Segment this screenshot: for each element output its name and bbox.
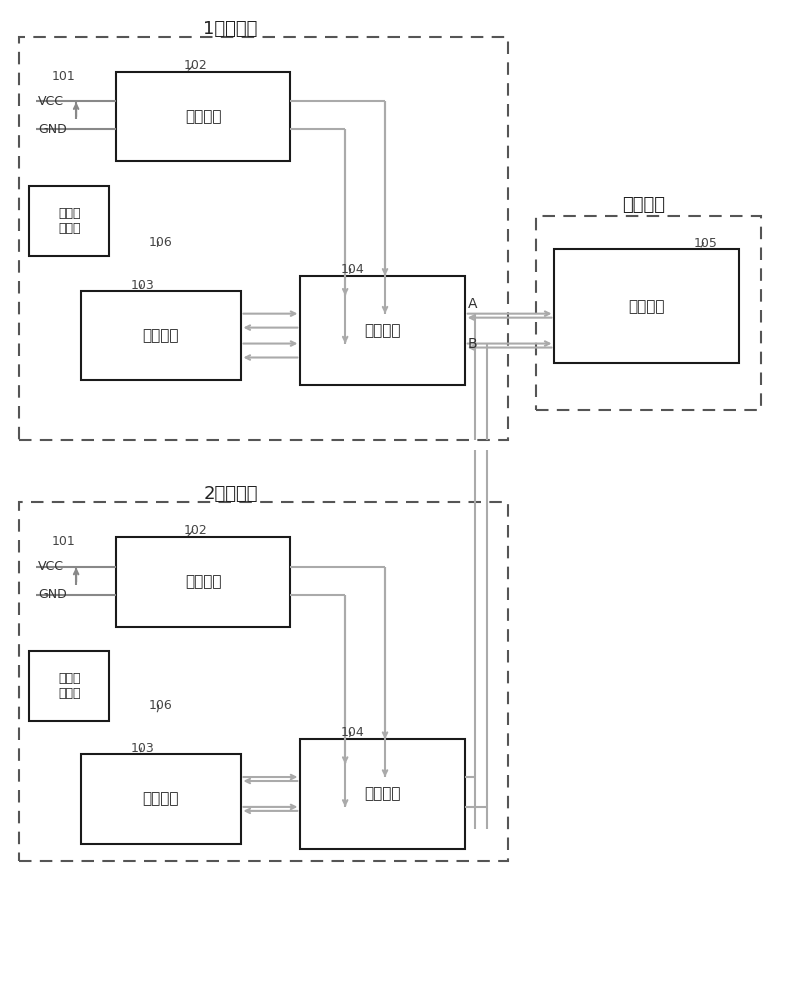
Text: 104: 104 xyxy=(340,726,364,739)
Text: 106: 106 xyxy=(149,236,172,249)
Bar xyxy=(20,37,508,440)
Text: 通信模块: 通信模块 xyxy=(628,299,665,314)
Text: 101: 101 xyxy=(51,70,75,83)
Text: GND: GND xyxy=(39,588,67,601)
Text: 供电控
制回路: 供电控 制回路 xyxy=(58,672,80,700)
Text: GND: GND xyxy=(39,123,67,136)
Text: B: B xyxy=(467,337,478,351)
Bar xyxy=(81,291,241,380)
Text: 103: 103 xyxy=(131,279,155,292)
Bar xyxy=(20,502,508,861)
Bar xyxy=(116,537,290,627)
Text: 通信模块: 通信模块 xyxy=(142,791,179,806)
Text: 共模电感: 共模电感 xyxy=(364,323,401,338)
Text: 105: 105 xyxy=(694,237,718,250)
Text: VCC: VCC xyxy=(39,95,65,108)
Text: 106: 106 xyxy=(149,699,172,712)
Bar xyxy=(554,249,739,363)
Bar xyxy=(81,754,241,844)
Text: 差模电感: 差模电感 xyxy=(185,574,221,589)
Bar xyxy=(537,216,761,410)
Bar xyxy=(301,276,465,385)
Bar xyxy=(116,72,290,161)
Text: 1室内机侧: 1室内机侧 xyxy=(203,20,258,38)
Text: 通信模块: 通信模块 xyxy=(142,328,179,343)
Text: 101: 101 xyxy=(51,535,75,548)
Text: 102: 102 xyxy=(183,524,208,537)
Bar xyxy=(29,186,109,256)
Text: 供电控
制回路: 供电控 制回路 xyxy=(58,207,80,235)
Text: VCC: VCC xyxy=(39,560,65,573)
Text: 104: 104 xyxy=(340,263,364,276)
Bar xyxy=(29,651,109,721)
Text: 线控器侧: 线控器侧 xyxy=(623,196,666,214)
Text: 103: 103 xyxy=(131,742,155,755)
Text: A: A xyxy=(467,297,477,311)
Text: 差模电感: 差模电感 xyxy=(185,109,221,124)
Text: 102: 102 xyxy=(183,59,208,72)
Text: 共模电感: 共模电感 xyxy=(364,786,401,801)
Bar xyxy=(301,739,465,849)
Text: 2室内机侧: 2室内机侧 xyxy=(203,485,258,503)
